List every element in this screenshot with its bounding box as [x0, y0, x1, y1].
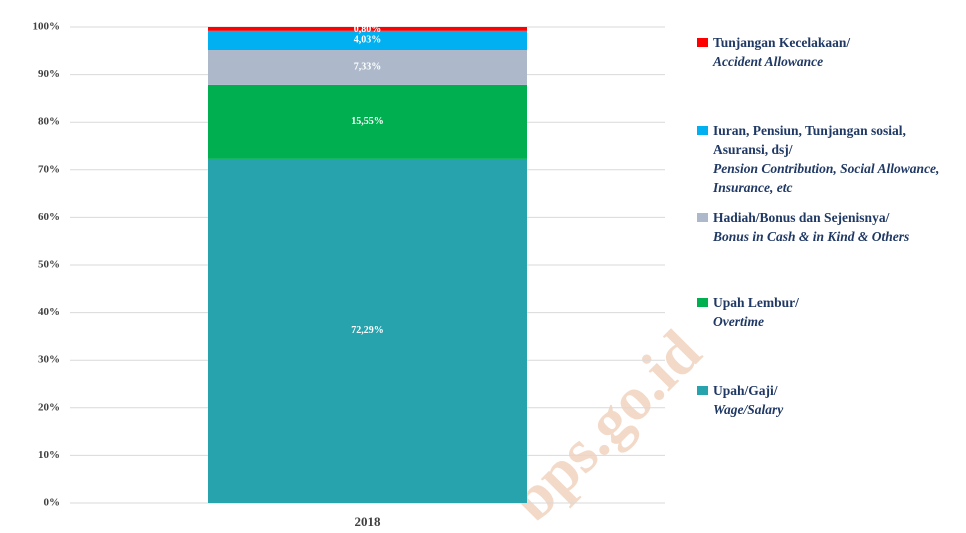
data-label: 15,55% [351, 116, 384, 127]
bar-segment [208, 84, 527, 159]
y-tick-label: 20% [38, 401, 60, 413]
legend-label: Upah/Gaji/ [713, 383, 778, 398]
legend-entry: Upah/Gaji/Wage/Salary [697, 381, 962, 419]
y-tick-label: 50% [38, 259, 60, 271]
legend-label: Tunjangan Kecelakaan/ [713, 35, 851, 50]
bar-segment [208, 30, 527, 50]
legend-label: Upah Lembur/ [713, 295, 799, 310]
y-tick-label: 60% [38, 211, 60, 223]
y-tick-label: 10% [38, 449, 60, 461]
bar-segment [208, 27, 527, 31]
legend-swatch [697, 126, 708, 135]
legend-swatch [697, 386, 708, 395]
y-tick-label: 100% [33, 21, 61, 33]
y-tick-label: 40% [38, 306, 60, 318]
data-label: 7,33% [354, 62, 382, 73]
y-tick-label: 80% [38, 116, 60, 128]
legend-swatch [697, 38, 708, 47]
data-label: 72,29% [351, 325, 384, 336]
legend-label-en: Overtime [713, 314, 764, 329]
legend-swatch [697, 213, 708, 222]
y-tick-label: 90% [38, 68, 60, 80]
legend-text: Upah/Gaji/Wage/Salary [713, 381, 962, 419]
x-tick-label: 2018 [355, 514, 382, 529]
legend-entry: Hadiah/Bonus dan Sejenisnya/Bonus in Cas… [697, 208, 962, 246]
legend-label-en: Wage/Salary [713, 402, 784, 417]
y-tick-label: 0% [44, 497, 61, 509]
legend-swatch [697, 298, 708, 307]
y-tick-label: 70% [38, 163, 60, 175]
watermark: bps.go.id [498, 318, 714, 533]
legend-label-en: Pension Contribution, Social Allowance, … [713, 161, 940, 195]
legend-label-en: Bonus in Cash & in Kind & Others [713, 229, 910, 244]
legend-label: Hadiah/Bonus dan Sejenisnya/ [713, 210, 890, 225]
y-tick-label: 30% [38, 354, 60, 366]
legend-text: Tunjangan Kecelakaan/Accident Allowance [713, 33, 962, 71]
data-label: 4,03% [354, 35, 382, 46]
legend-label: Iuran, Pensiun, Tunjangan sosial, Asuran… [713, 123, 906, 157]
bar-segment [208, 49, 527, 85]
legend-entry: Iuran, Pensiun, Tunjangan sosial, Asuran… [697, 121, 962, 197]
legend-text: Hadiah/Bonus dan Sejenisnya/Bonus in Cas… [713, 208, 962, 246]
legend-text: Iuran, Pensiun, Tunjangan sosial, Asuran… [713, 121, 962, 197]
legend-label-en: Accident Allowance [713, 54, 824, 69]
bar-segment [208, 158, 527, 503]
data-label: 0,80% [354, 24, 382, 35]
legend-entry: Upah Lembur/Overtime [697, 293, 962, 331]
legend-text: Upah Lembur/Overtime [713, 293, 962, 331]
legend-entry: Tunjangan Kecelakaan/Accident Allowance [697, 33, 962, 71]
